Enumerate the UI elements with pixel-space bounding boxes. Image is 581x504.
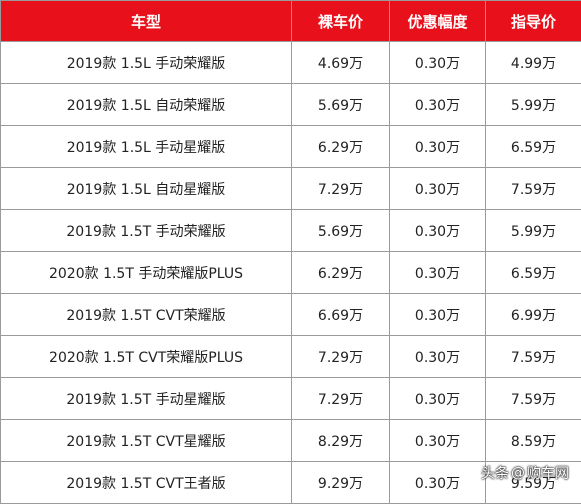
cell-model: 2020款 1.5T CVT荣耀版PLUS xyxy=(1,336,292,378)
cell-guide-price: 6.99万 xyxy=(486,294,581,336)
cell-bare-price: 6.69万 xyxy=(292,294,390,336)
cell-guide-price: 7.59万 xyxy=(486,378,581,420)
cell-model: 2019款 1.5T 手动荣耀版 xyxy=(1,210,292,252)
cell-bare-price: 7.29万 xyxy=(292,378,390,420)
cell-discount: 0.30万 xyxy=(390,210,486,252)
cell-model: 2019款 1.5L 手动荣耀版 xyxy=(1,42,292,84)
cell-model: 2019款 1.5T CVT王者版 xyxy=(1,462,292,504)
cell-bare-price: 4.69万 xyxy=(292,42,390,84)
header-discount: 优惠幅度 xyxy=(390,1,486,42)
header-model: 车型 xyxy=(1,1,292,42)
cell-model: 2019款 1.5L 手动星耀版 xyxy=(1,126,292,168)
cell-bare-price: 7.29万 xyxy=(292,336,390,378)
cell-guide-price: 6.59万 xyxy=(486,126,581,168)
cell-model: 2019款 1.5L 自动星耀版 xyxy=(1,168,292,210)
cell-guide-price: 7.59万 xyxy=(486,168,581,210)
cell-discount: 0.30万 xyxy=(390,126,486,168)
header-guide-price: 指导价 xyxy=(486,1,581,42)
cell-bare-price: 5.69万 xyxy=(292,84,390,126)
cell-guide-price: 6.59万 xyxy=(486,252,581,294)
cell-discount: 0.30万 xyxy=(390,168,486,210)
cell-model: 2019款 1.5T CVT星耀版 xyxy=(1,420,292,462)
cell-discount: 0.30万 xyxy=(390,420,486,462)
header-row: 车型 裸车价 优惠幅度 指导价 xyxy=(1,1,581,42)
cell-discount: 0.30万 xyxy=(390,42,486,84)
cell-discount: 0.30万 xyxy=(390,84,486,126)
cell-model: 2019款 1.5L 自动荣耀版 xyxy=(1,84,292,126)
cell-guide-price: 9.59万 xyxy=(486,462,581,504)
header-bare-price: 裸车价 xyxy=(292,1,390,42)
cell-model: 2019款 1.5T 手动星耀版 xyxy=(1,378,292,420)
cell-guide-price: 5.99万 xyxy=(486,84,581,126)
cell-guide-price: 4.99万 xyxy=(486,42,581,84)
cell-guide-price: 7.59万 xyxy=(486,336,581,378)
table-header: 车型 裸车价 优惠幅度 指导价 xyxy=(1,1,581,42)
cell-discount: 0.30万 xyxy=(390,378,486,420)
cell-bare-price: 6.29万 xyxy=(292,252,390,294)
cell-discount: 0.30万 xyxy=(390,252,486,294)
cell-bare-price: 5.69万 xyxy=(292,210,390,252)
cell-model: 2019款 1.5T CVT荣耀版 xyxy=(1,294,292,336)
cell-bare-price: 9.29万 xyxy=(292,462,390,504)
cell-bare-price: 8.29万 xyxy=(292,420,390,462)
cell-model: 2020款 1.5T 手动荣耀版PLUS xyxy=(1,252,292,294)
cell-discount: 0.30万 xyxy=(390,336,486,378)
cell-guide-price: 8.59万 xyxy=(486,420,581,462)
cell-discount: 0.30万 xyxy=(390,294,486,336)
cell-bare-price: 7.29万 xyxy=(292,168,390,210)
cell-discount: 0.30万 xyxy=(390,462,486,504)
cell-bare-price: 6.29万 xyxy=(292,126,390,168)
cell-guide-price: 5.99万 xyxy=(486,210,581,252)
